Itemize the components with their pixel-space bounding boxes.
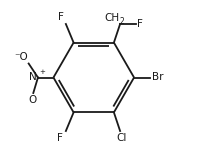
Text: 2: 2 (119, 17, 124, 26)
Text: CH: CH (104, 13, 119, 23)
Text: N: N (29, 73, 37, 82)
Text: O: O (28, 95, 37, 105)
Text: F: F (57, 133, 63, 143)
Text: F: F (58, 12, 64, 22)
Text: Br: Br (151, 73, 163, 82)
Text: ⁻O: ⁻O (14, 52, 28, 62)
Text: +: + (39, 69, 44, 75)
Text: Cl: Cl (116, 133, 126, 143)
Text: F: F (137, 19, 142, 29)
